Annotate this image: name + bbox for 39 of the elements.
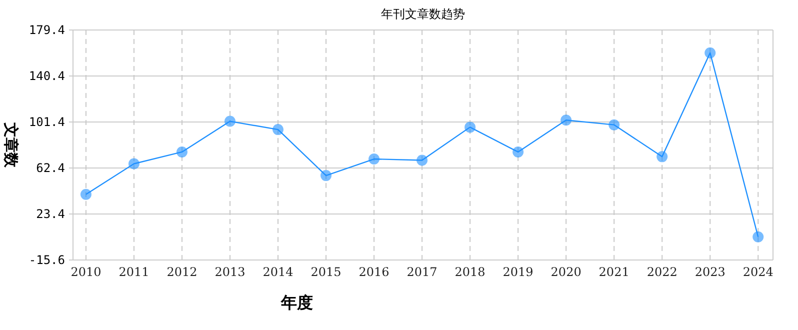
point: [368, 154, 380, 165]
x-tick-label: 2023: [694, 265, 726, 279]
point: [80, 188, 92, 200]
y-tick-label: 62.4: [36, 161, 65, 175]
y-tick-label: 179.4: [28, 23, 65, 37]
point: [656, 151, 668, 162]
x-tick-label: 2015: [310, 265, 342, 279]
point: [512, 146, 524, 158]
y-tick-label: 23.4: [36, 207, 65, 221]
x-tick-label: 2017: [406, 265, 438, 279]
point: [128, 158, 140, 170]
x-tick-label: 2018: [454, 265, 486, 279]
chart-title: 年刊文章数趋势: [381, 7, 465, 21]
point: [320, 170, 332, 182]
x-tick-label: 2013: [214, 265, 246, 279]
point: [272, 124, 284, 136]
x-tick-label: 2024: [742, 265, 774, 279]
point: [464, 122, 476, 133]
point: [416, 154, 428, 166]
x-tick-label: 2014: [262, 265, 294, 279]
point: [176, 146, 188, 158]
point: [752, 231, 764, 242]
x-axis-title: 年度: [280, 293, 313, 312]
x-tick-label: 2022: [646, 265, 678, 279]
y-tick-label: -15.6: [28, 253, 65, 267]
point: [560, 114, 572, 126]
x-tick-label: 2011: [118, 265, 150, 279]
y-tick-label: 140.4: [28, 69, 65, 83]
x-tick-label: 2010: [70, 265, 102, 279]
point: [608, 119, 620, 130]
x-tick-label: 2020: [550, 265, 582, 279]
point: [704, 47, 716, 58]
y-tick-label: 101.4: [28, 115, 65, 129]
x-tick-label: 2019: [502, 265, 534, 279]
point: [224, 116, 236, 127]
x-tick-label: 2021: [598, 265, 630, 279]
y-axis-title: 文章数: [2, 122, 20, 168]
x-tick-label: 2016: [358, 265, 390, 279]
x-tick-label: 2012: [166, 265, 198, 279]
